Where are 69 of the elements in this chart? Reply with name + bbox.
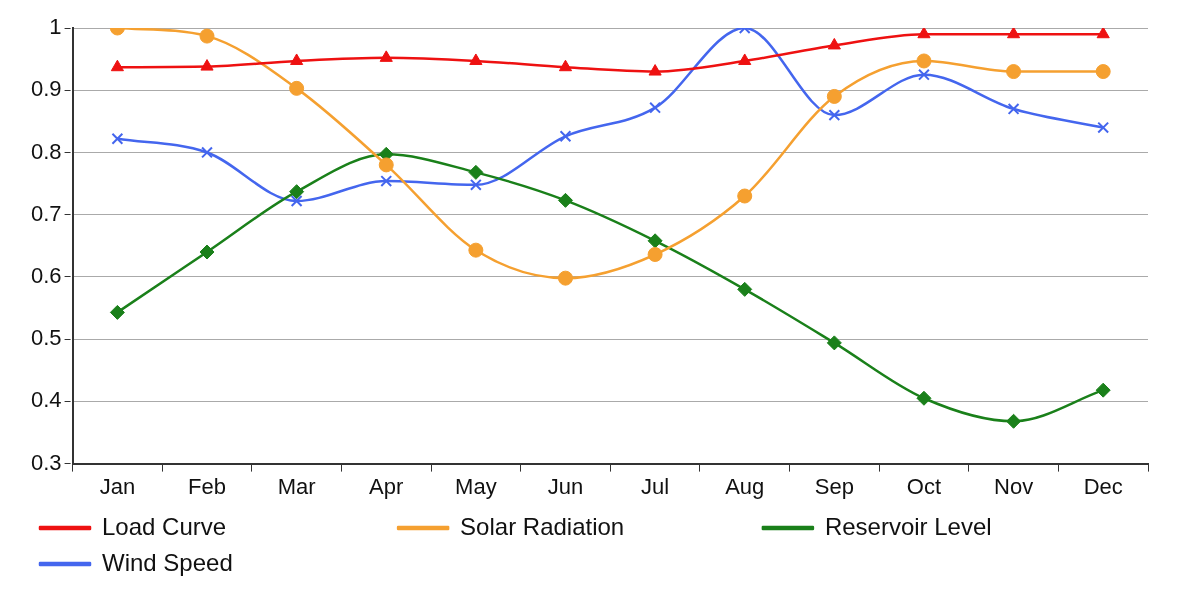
- x-tick-label: Apr: [369, 473, 404, 499]
- x-tick-label: May: [455, 473, 497, 499]
- point: [1095, 64, 1111, 80]
- x-tick-label: Jan: [99, 473, 136, 499]
- point: [109, 304, 125, 320]
- x-tick-label: Jun: [547, 473, 584, 499]
- point: [201, 146, 213, 159]
- point: [199, 244, 215, 260]
- point: [738, 53, 752, 65]
- y-tick-label: 0.5: [30, 325, 62, 351]
- point: [1006, 413, 1022, 429]
- point: [290, 53, 304, 65]
- point: [557, 192, 573, 208]
- legend-label: Solar Radiation: [460, 512, 751, 540]
- point: [737, 281, 753, 297]
- point: [647, 233, 663, 249]
- point: [918, 68, 930, 81]
- point: [289, 80, 305, 96]
- point: [827, 37, 841, 50]
- y-tick-label: 0.3: [30, 449, 62, 475]
- x-tick-label: Oct: [906, 473, 942, 499]
- point: [558, 59, 573, 72]
- point: [826, 88, 842, 104]
- point: [469, 53, 483, 65]
- point: [916, 53, 932, 69]
- point: [1096, 28, 1110, 39]
- y-tick-label: 0.8: [30, 138, 62, 164]
- point: [1007, 102, 1020, 115]
- point: [289, 184, 305, 200]
- point: [826, 335, 842, 351]
- x-tick-label: Sep: [814, 473, 854, 499]
- point: [916, 390, 932, 406]
- x-tick-label: Feb: [188, 473, 226, 499]
- point: [559, 130, 572, 143]
- point: [1007, 28, 1021, 39]
- y-tick-label: 0.6: [30, 262, 62, 288]
- point: [649, 101, 662, 114]
- x-tick-label: Jul: [641, 473, 670, 499]
- point: [469, 178, 482, 191]
- y-tick-label: 0.4: [30, 387, 62, 413]
- point: [1097, 121, 1110, 134]
- x-tick-label: Nov: [994, 473, 1034, 499]
- x-tick-label: Aug: [725, 473, 765, 499]
- y-tick-label: 0.9: [30, 76, 62, 102]
- point: [828, 109, 841, 122]
- point: [111, 132, 124, 145]
- point: [917, 28, 931, 39]
- point: [380, 175, 393, 188]
- legend-label: Load Curve: [102, 512, 387, 540]
- point: [648, 64, 662, 76]
- x-tick-label: Dec: [1083, 473, 1123, 499]
- point: [199, 28, 215, 44]
- point: [378, 157, 394, 173]
- point: [468, 242, 484, 258]
- legend-label: Reservoir Level: [824, 512, 1119, 540]
- point: [1006, 64, 1022, 80]
- x-tick-label: Mar: [277, 473, 316, 499]
- point: [468, 164, 484, 180]
- y-tick-label: 0.7: [30, 200, 62, 226]
- legend-label: Wind Speed: [102, 548, 393, 576]
- point: [290, 195, 303, 207]
- point: [647, 247, 663, 263]
- point: [200, 59, 214, 71]
- y-tick-label: 1: [49, 14, 62, 40]
- point: [379, 50, 393, 62]
- point: [557, 270, 573, 286]
- point: [1095, 382, 1111, 398]
- point: [737, 188, 753, 204]
- point: [110, 59, 124, 72]
